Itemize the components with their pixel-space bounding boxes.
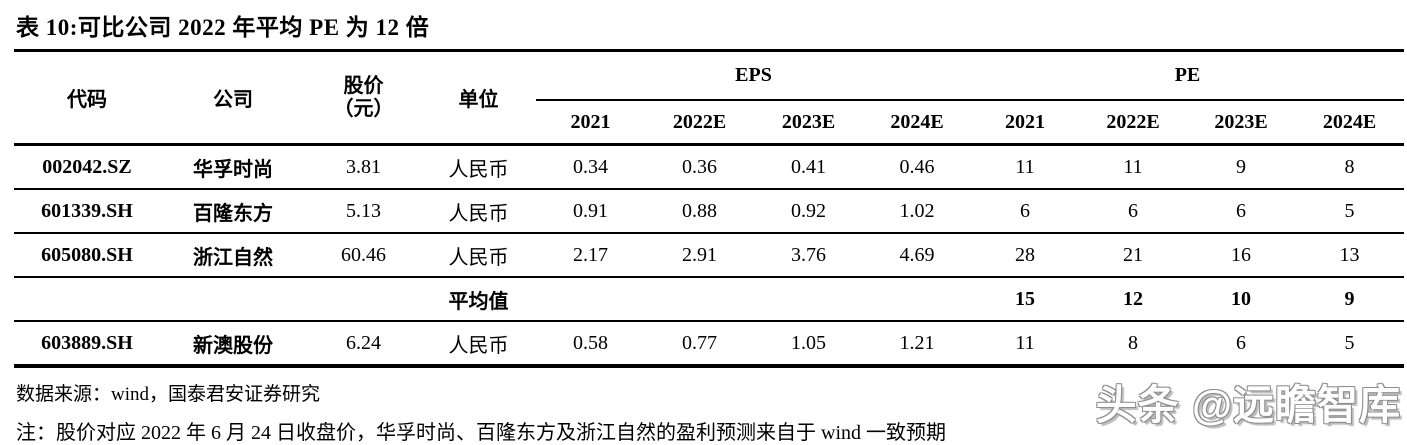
cell-pe-2024e: 5 xyxy=(1295,189,1404,234)
table-row-bailong: 601339.SH 百隆东方 5.13 人民币 0.91 0.88 0.92 1… xyxy=(14,189,1404,234)
cell-pe-2022e: 8 xyxy=(1079,321,1187,368)
cell-pe-2022e: 21 xyxy=(1079,233,1187,278)
cell-price: 3.81 xyxy=(306,144,421,190)
cell-price: 5.13 xyxy=(306,189,421,234)
cell-pe-2022e: 11 xyxy=(1079,144,1187,190)
cell-eps-2024e: 1.02 xyxy=(863,189,971,234)
col-header-company: 公司 xyxy=(160,50,306,146)
cell-eps-2024e xyxy=(863,277,971,322)
cell-eps-2021: 0.58 xyxy=(536,321,645,368)
cell-eps-2024e: 4.69 xyxy=(863,233,971,278)
cell-pe-2024e: 9 xyxy=(1295,277,1404,322)
cell-pe-2024e: 8 xyxy=(1295,144,1404,190)
cell-eps-2024e: 1.21 xyxy=(863,321,971,368)
col-header-pe-2022e: 2022E xyxy=(1079,100,1187,146)
cell-code: 603889.SH xyxy=(14,321,160,368)
cell-eps-2021: 2.17 xyxy=(536,233,645,278)
cell-eps-2022e: 0.77 xyxy=(645,321,754,368)
cell-company: 华孚时尚 xyxy=(160,144,306,190)
cell-pe-2023e: 6 xyxy=(1187,189,1295,234)
cell-code: 002042.SZ xyxy=(14,144,160,190)
cell-unit: 人民币 xyxy=(421,233,536,278)
cell-company: 新澳股份 xyxy=(160,321,306,368)
table-row-huafu: 002042.SZ 华孚时尚 3.81 人民币 0.34 0.36 0.41 0… xyxy=(14,144,1404,190)
cell-company xyxy=(160,277,306,322)
cell-eps-2023e: 0.92 xyxy=(754,189,863,234)
col-header-pe-2021: 2021 xyxy=(971,100,1079,146)
cell-company: 浙江自然 xyxy=(160,233,306,278)
col-header-pe-2024e: 2024E xyxy=(1295,100,1404,146)
cell-unit: 人民币 xyxy=(421,144,536,190)
table-row-average: 平均值 15 12 10 9 xyxy=(14,277,1404,322)
cell-eps-2021: 0.91 xyxy=(536,189,645,234)
col-group-pe: PE xyxy=(971,50,1404,101)
table-row-zhejiang-natural: 605080.SH 浙江自然 60.46 人民币 2.17 2.91 3.76 … xyxy=(14,233,1404,278)
cell-unit: 人民币 xyxy=(421,321,536,368)
cell-pe-2024e: 5 xyxy=(1295,321,1404,368)
data-source-note: 数据来源：wind，国泰君安证券研究 xyxy=(16,384,321,405)
col-header-price-line1: 股价 xyxy=(343,74,384,97)
cell-pe-2024e: 13 xyxy=(1295,233,1404,278)
cell-company: 百隆东方 xyxy=(160,189,306,234)
cell-unit: 人民币 xyxy=(421,189,536,234)
cell-eps-2022e: 0.36 xyxy=(645,144,754,190)
cell-eps-2023e: 0.41 xyxy=(754,144,863,190)
cell-pe-2023e: 6 xyxy=(1187,321,1295,368)
col-header-unit: 单位 xyxy=(421,50,536,146)
cell-pe-2022e: 12 xyxy=(1079,277,1187,322)
col-header-eps-2021: 2021 xyxy=(536,100,645,146)
table-header-year-row: 2021 2022E 2023E 2024E 2021 2022E 2023E … xyxy=(14,100,1404,146)
cell-eps-2021: 0.34 xyxy=(536,144,645,190)
cell-eps-2022e: 2.91 xyxy=(645,233,754,278)
comparable-companies-table: 代码 公司 股价 （元） 单位 EPS PE 2021 2022E 2023E … xyxy=(14,49,1404,368)
cell-code: 601339.SH xyxy=(14,189,160,234)
cell-pe-2023e: 16 xyxy=(1187,233,1295,278)
cell-pe-2021: 15 xyxy=(971,277,1079,322)
col-header-price-line2: （元） xyxy=(333,97,394,120)
cell-pe-2021: 11 xyxy=(971,144,1079,190)
col-header-eps-2023e: 2023E xyxy=(754,100,863,146)
col-header-price: 股价 （元） xyxy=(306,50,421,146)
cell-pe-2022e: 6 xyxy=(1079,189,1187,234)
cell-pe-2023e: 10 xyxy=(1187,277,1295,322)
col-header-code: 代码 xyxy=(14,50,160,146)
cell-code xyxy=(14,277,160,322)
cell-price: 60.46 xyxy=(306,233,421,278)
cell-eps-2023e: 1.05 xyxy=(754,321,863,368)
cell-eps-2022e xyxy=(645,277,754,322)
cell-code: 605080.SH xyxy=(14,233,160,278)
col-header-pe-2023e: 2023E xyxy=(1187,100,1295,146)
cell-price: 6.24 xyxy=(306,321,421,368)
table-title: 表 10:可比公司 2022 年平均 PE 为 12 倍 xyxy=(16,15,430,40)
cell-price xyxy=(306,277,421,322)
cell-eps-2022e: 0.88 xyxy=(645,189,754,234)
cell-eps-2023e: 3.76 xyxy=(754,233,863,278)
cell-pe-2023e: 9 xyxy=(1187,144,1295,190)
col-header-eps-2022e: 2022E xyxy=(645,100,754,146)
col-group-eps: EPS xyxy=(536,50,971,101)
col-header-eps-2024e: 2024E xyxy=(863,100,971,146)
table-header-group-row: 代码 公司 股价 （元） 单位 EPS PE xyxy=(14,50,1404,146)
cell-eps-2023e xyxy=(754,277,863,322)
cell-pe-2021: 6 xyxy=(971,189,1079,234)
table-row-xinao: 603889.SH 新澳股份 6.24 人民币 0.58 0.77 1.05 1… xyxy=(14,321,1404,368)
toutiao-watermark: 头条 @远瞻智库 xyxy=(1095,382,1401,428)
cell-eps-2024e: 0.46 xyxy=(863,144,971,190)
cell-average-label: 平均值 xyxy=(421,277,536,322)
cell-pe-2021: 28 xyxy=(971,233,1079,278)
cell-pe-2021: 11 xyxy=(971,321,1079,368)
cell-eps-2021 xyxy=(536,277,645,322)
